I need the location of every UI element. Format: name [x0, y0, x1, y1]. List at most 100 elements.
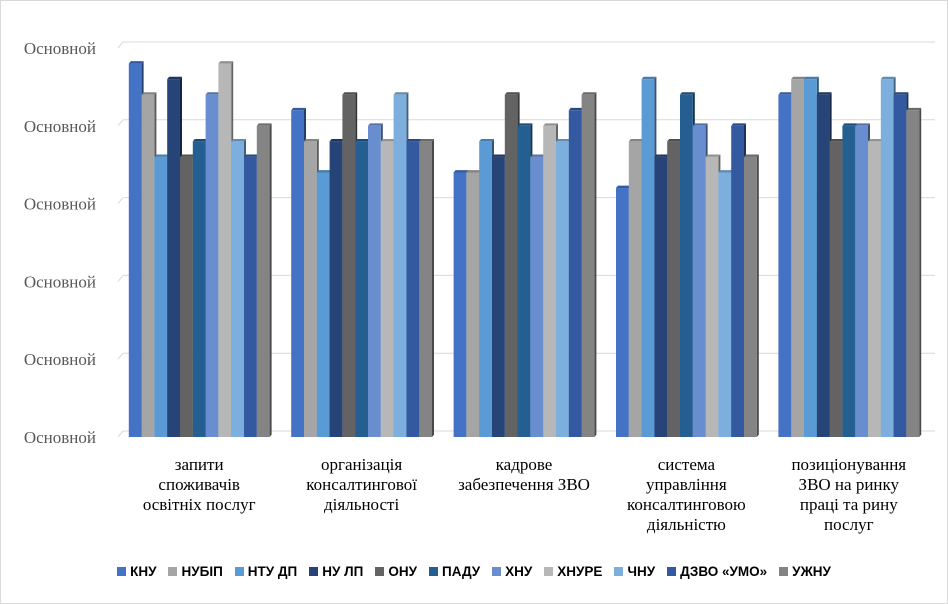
- bar-top: [419, 138, 434, 142]
- bar-top: [342, 92, 358, 95]
- bar-front: [504, 94, 518, 438]
- gridline-depth: [117, 41, 124, 49]
- bar-top: [628, 138, 644, 142]
- bar-top: [304, 138, 319, 142]
- bar: [231, 138, 246, 438]
- legend-swatch: [117, 567, 127, 576]
- bar-top: [517, 123, 533, 126]
- bar-top: [393, 92, 409, 95]
- bar: [906, 107, 922, 438]
- legend-swatch: [428, 567, 438, 576]
- bar-top: [316, 170, 332, 173]
- bar-front: [393, 94, 407, 438]
- bar-front: [893, 94, 907, 438]
- bar-front: [543, 125, 556, 438]
- bar-front: [868, 141, 881, 438]
- bar-front: [556, 141, 569, 438]
- bar-front: [667, 141, 680, 438]
- bar-top: [128, 61, 144, 64]
- bar-front: [291, 110, 304, 438]
- bar-front: [829, 141, 843, 438]
- bar: [667, 138, 682, 438]
- bar-side: [269, 123, 272, 438]
- bar: [128, 61, 144, 438]
- category-label: організація консалтингової діяльності: [306, 455, 417, 514]
- bar: [581, 92, 597, 438]
- bar: [616, 185, 631, 437]
- y-tick-label: Основной: [24, 117, 96, 136]
- bar-top: [705, 154, 721, 157]
- bar-top: [880, 76, 896, 80]
- bar: [342, 92, 358, 438]
- bar: [180, 154, 195, 438]
- bar-top: [568, 107, 584, 111]
- bar: [141, 92, 157, 438]
- y-tick-label: Основной: [24, 39, 96, 58]
- bar-top: [231, 138, 246, 142]
- bar: [731, 123, 746, 438]
- legend-item: ДЗВО «УМО»: [667, 564, 767, 579]
- category-label: система управління консалтинговою діяльн…: [627, 455, 746, 534]
- bar: [543, 123, 558, 438]
- bar-top: [167, 76, 182, 80]
- bar-top: [154, 154, 170, 157]
- bar-top: [530, 154, 546, 157]
- bar-front: [406, 141, 420, 438]
- bar-top: [244, 154, 259, 157]
- gridline-depth: [117, 275, 124, 282]
- bar-front: [680, 94, 693, 438]
- legend-swatch: [492, 567, 502, 576]
- bar-front: [816, 94, 830, 438]
- bar: [453, 170, 469, 438]
- bar-front: [141, 94, 155, 438]
- bar-top: [479, 138, 494, 142]
- bar-top: [718, 170, 734, 173]
- legend-label: ЧНУ: [627, 564, 656, 579]
- legend-swatch: [309, 567, 319, 576]
- y-tick-label: Основной: [24, 350, 96, 369]
- bar-top: [842, 123, 858, 126]
- legend-label: ОНУ: [388, 564, 417, 579]
- bar-top: [291, 107, 306, 111]
- bar-front: [466, 172, 480, 438]
- bar: [718, 170, 734, 438]
- bar: [192, 138, 208, 438]
- bar: [154, 154, 170, 438]
- legend-item: ХНУ: [492, 564, 532, 579]
- legend-label: ДЗВО «УМО»: [680, 564, 768, 579]
- bar: [893, 92, 909, 438]
- bar-front: [654, 156, 668, 438]
- bar-front: [355, 141, 368, 438]
- legend: КНУ НУБІП НТУ ДП НУ ЛП ОНУ ПАДУ ХНУ ХНУРЕ ЧНУ ДЗВ…: [0, 564, 948, 579]
- bar-top: [355, 138, 370, 142]
- bar-front: [316, 172, 330, 438]
- bar-front: [244, 156, 257, 438]
- bar: [628, 138, 644, 438]
- bar-front: [906, 110, 920, 438]
- bar-front: [329, 141, 343, 438]
- bar-front: [842, 125, 856, 438]
- bar: [406, 138, 422, 438]
- bar: [804, 76, 819, 438]
- gridline-depth: [117, 119, 124, 127]
- bar-front: [692, 125, 706, 438]
- bar: [556, 138, 571, 438]
- gridline-depth: [117, 352, 124, 360]
- bar: [256, 123, 272, 438]
- bar: [466, 170, 482, 438]
- bar-top: [829, 138, 845, 142]
- bar-front: [479, 141, 492, 438]
- legend-item: КНУ: [117, 564, 156, 579]
- bar-top: [141, 92, 157, 95]
- bar-front: [628, 141, 642, 438]
- bar-top: [616, 185, 631, 189]
- bar: [829, 138, 845, 438]
- legend-item: УЖНУ: [779, 564, 831, 579]
- bar-front: [705, 156, 719, 438]
- bar: [329, 138, 345, 438]
- legend-label: УЖНУ: [792, 564, 831, 579]
- bar: [530, 154, 546, 438]
- bar-top: [680, 92, 695, 95]
- gridline-depth: [117, 197, 124, 204]
